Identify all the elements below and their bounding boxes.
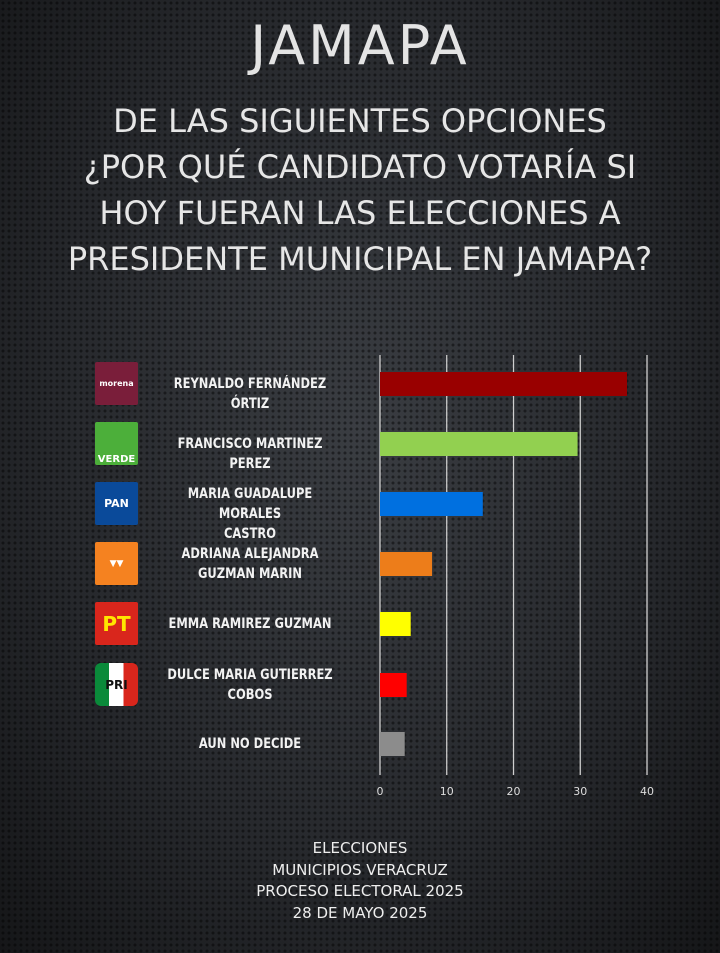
bar — [380, 432, 578, 456]
page-title: JAMAPA — [250, 14, 470, 77]
footer: ELECCIONES MUNICIPIOS VERACRUZ PROCESO E… — [0, 838, 720, 924]
question-line: ¿POR QUÉ CANDIDATO VOTARÍA SI — [83, 148, 637, 186]
question-line: PRESIDENTE MUNICIPAL EN JAMAPA? — [67, 240, 653, 278]
footer-line: 28 DE MAYO 2025 — [292, 903, 428, 922]
x-tick-label: 30 — [573, 785, 587, 798]
x-tick-label: 40 — [640, 785, 654, 798]
bar — [380, 552, 433, 576]
footer-line: ELECCIONES — [312, 839, 408, 857]
footer-line: PROCESO ELECTORAL 2025 — [256, 882, 464, 900]
bar — [380, 612, 411, 636]
bar — [380, 492, 483, 516]
question-line: DE LAS SIGUIENTES OPCIONES — [113, 102, 607, 140]
x-tick-label: 10 — [440, 785, 454, 798]
footer-line: MUNICIPIOS VERACRUZ — [272, 860, 448, 879]
x-tick-label: 20 — [507, 785, 521, 798]
bar — [380, 732, 405, 756]
bar — [380, 372, 627, 396]
bar — [380, 673, 407, 697]
question-line: HOY FUERAN LAS ELECCIONES A — [99, 194, 621, 232]
x-tick-label: 0 — [377, 785, 384, 798]
survey-question: DE LAS SIGUIENTES OPCIONES ¿POR QUÉ CAND… — [0, 98, 720, 282]
